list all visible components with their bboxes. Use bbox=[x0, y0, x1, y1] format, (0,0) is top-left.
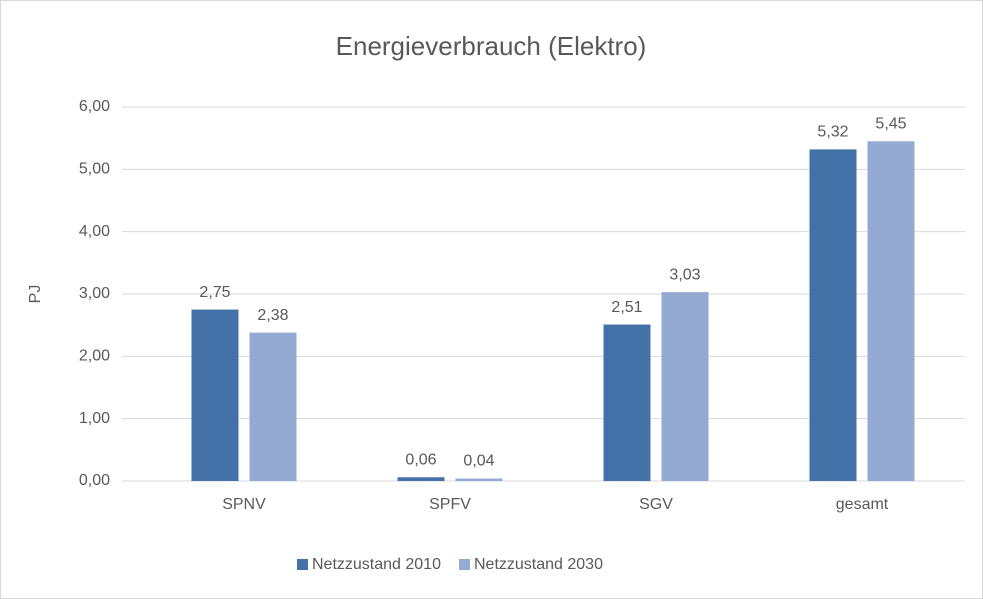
y-tick-label: 3,00 bbox=[79, 285, 110, 302]
bar bbox=[661, 292, 709, 481]
data-label: 2,75 bbox=[199, 284, 230, 301]
y-tick-label: 1,00 bbox=[79, 410, 110, 427]
bar bbox=[809, 149, 857, 482]
y-tick-label: 4,00 bbox=[79, 223, 110, 240]
x-tick-label: SPNV bbox=[222, 496, 266, 513]
bar bbox=[191, 309, 239, 481]
chart-title: Energieverbrauch (Elektro) bbox=[336, 31, 647, 61]
y-tick-label: 5,00 bbox=[79, 161, 110, 178]
bar bbox=[867, 141, 915, 482]
legend-label: Netzzustand 2030 bbox=[474, 556, 603, 573]
data-label: 0,06 bbox=[405, 451, 436, 468]
x-tick-label: SGV bbox=[639, 496, 673, 513]
y-tick-label: 2,00 bbox=[79, 348, 110, 365]
legend-label: Netzzustand 2010 bbox=[312, 556, 441, 573]
bar bbox=[249, 332, 297, 481]
y-axis-label: PJ bbox=[27, 285, 44, 304]
data-label: 5,45 bbox=[875, 116, 906, 133]
bar bbox=[455, 478, 503, 481]
x-tick-label: gesamt bbox=[836, 496, 889, 513]
y-tick-label: 0,00 bbox=[79, 472, 110, 489]
x-tick-label: SPFV bbox=[429, 496, 471, 513]
data-label: 2,38 bbox=[257, 307, 288, 324]
y-tick-label: 6,00 bbox=[79, 98, 110, 115]
data-label: 5,32 bbox=[817, 124, 848, 141]
bar bbox=[603, 324, 651, 481]
data-label: 3,03 bbox=[669, 266, 700, 283]
legend-swatch bbox=[458, 559, 470, 570]
data-label: 0,04 bbox=[463, 453, 494, 470]
data-label: 2,51 bbox=[611, 299, 642, 316]
legend-swatch bbox=[297, 559, 308, 570]
bar bbox=[397, 477, 445, 481]
